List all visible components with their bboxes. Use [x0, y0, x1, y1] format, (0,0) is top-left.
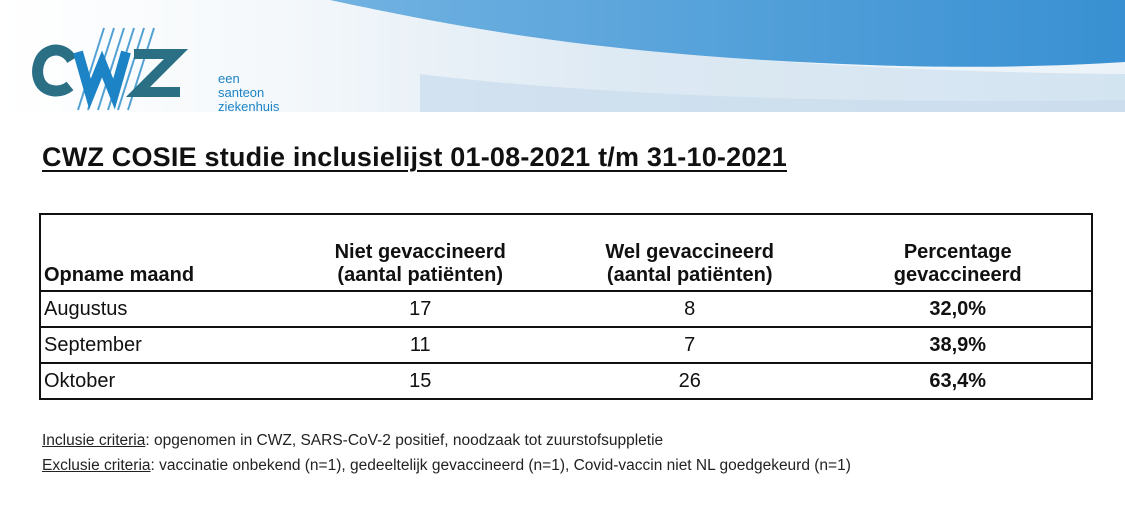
- exclusion-label: Exclusie criteria: [42, 457, 151, 474]
- table-header-row: Opname maand Niet gevaccineerd (aantal p…: [40, 214, 1092, 291]
- header-vaccinated: Wel gevaccineerd (aantal patiënten): [555, 214, 825, 291]
- header-line: Niet gevaccineerd: [334, 241, 506, 263]
- header-line: Opname maand: [44, 264, 195, 286]
- tagline-line: santeon: [218, 85, 265, 100]
- page-title: CWZ COSIE studie inclusielijst 01-08-202…: [42, 142, 787, 172]
- header-not-vaccinated: Niet gevaccineerd (aantal patiënten): [285, 214, 555, 291]
- cell-vaccinated: 26: [554, 362, 825, 399]
- cell-not-vaccinated: 11: [285, 326, 555, 363]
- inclusion-criteria: Inclusie criteria: opgenomen in CWZ, SAR…: [42, 428, 851, 453]
- cell-month: Augustus: [40, 290, 286, 327]
- cwz-logo-mark: [32, 27, 189, 111]
- cell-month: September: [40, 326, 286, 363]
- cell-not-vaccinated: 17: [285, 290, 555, 327]
- exclusion-criteria: Exclusie criteria: vaccinatie onbekend (…: [42, 453, 851, 478]
- cell-vaccinated: 7: [554, 326, 825, 363]
- header-banner: [0, 0, 1125, 112]
- table-row: September 11 7 38,9%: [40, 326, 1092, 363]
- cell-vaccinated: 8: [554, 290, 825, 327]
- cwz-logo: een santeon ziekenhuis: [30, 26, 279, 114]
- table-row: Augustus 17 8 32,0%: [40, 290, 1092, 327]
- inclusion-table: Opname maand Niet gevaccineerd (aantal p…: [39, 213, 1093, 400]
- cell-percentage: 63,4%: [824, 362, 1092, 399]
- logo-tagline: een santeon ziekenhuis: [218, 72, 279, 114]
- table-row: Oktober 15 26 63,4%: [40, 362, 1092, 399]
- cell-percentage: 38,9%: [824, 326, 1092, 363]
- header-line: (aantal patiënten): [337, 264, 503, 286]
- cell-not-vaccinated: 15: [285, 362, 555, 399]
- header-line: Wel gevaccineerd: [605, 241, 775, 263]
- cell-month: Oktober: [40, 362, 286, 399]
- header-percentage: Percentage gevaccineerd: [824, 214, 1092, 291]
- header-line: gevaccineerd: [893, 264, 1022, 286]
- tagline-line: ziekenhuis: [218, 99, 280, 114]
- cell-percentage: 32,0%: [824, 290, 1092, 327]
- header-line: (aantal patiënten): [606, 264, 773, 286]
- tagline-line: een: [218, 71, 240, 86]
- inclusion-label: Inclusie criteria: [42, 432, 146, 449]
- header-month: Opname maand: [40, 214, 285, 291]
- exclusion-text: : vaccinatie onbekend (n=1), gedeeltelij…: [150, 457, 851, 474]
- criteria-notes: Inclusie criteria: opgenomen in CWZ, SAR…: [42, 428, 851, 478]
- inclusion-text: : opgenomen in CWZ, SARS-CoV-2 positief,…: [145, 432, 664, 449]
- header-line: Percentage: [903, 241, 1012, 263]
